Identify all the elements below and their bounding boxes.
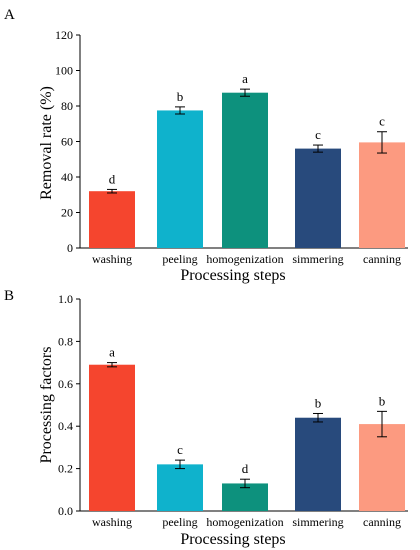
y-axis-title-a: Removal rate (%): [38, 86, 55, 200]
bar-washing: [89, 191, 135, 248]
panel-letter-a: A: [4, 7, 15, 23]
panel-b: B 0.0 0.2 0.4 0.6 0.8 1.0 a washing c peeling d hom…: [4, 288, 408, 548]
significance-letter-peeling: c: [177, 442, 183, 457]
significance-letter-simmering: b: [315, 395, 322, 410]
y-tick-label-a: 40: [61, 170, 73, 184]
y-tick-label-a: 80: [61, 99, 73, 113]
y-tick-label-b: 1.0: [58, 292, 73, 306]
x-axis-title-b: Processing steps: [180, 531, 285, 548]
bar-simmering: [295, 148, 341, 248]
category-label-peeling: peeling: [162, 252, 197, 266]
y-tick-label-a: 20: [61, 206, 73, 220]
panel-a: A 0 20 40 60 80 100 120 d washing b peeling a homoge…: [4, 7, 408, 284]
y-tick-label-b: 0.6: [58, 377, 73, 391]
bar-homogenization: [222, 92, 268, 248]
category-label-washing: washing: [92, 515, 132, 529]
y-tick-label-b: 0.0: [58, 504, 73, 518]
bar-peeling: [157, 464, 203, 511]
y-tick-label-a: 100: [55, 64, 73, 78]
significance-letter-washing: a: [109, 345, 115, 360]
category-label-canning: canning: [363, 515, 401, 529]
significance-letter-washing: d: [109, 171, 116, 186]
bar-canning: [359, 142, 405, 248]
panel-letter-b: B: [4, 288, 14, 304]
significance-letter-simmering: c: [315, 127, 321, 142]
y-tick-label-b: 0.4: [58, 419, 73, 433]
x-axis-title-a: Processing steps: [180, 267, 285, 284]
category-label-simmering: simmering: [292, 252, 343, 266]
y-tick-label-b: 0.2: [58, 462, 73, 476]
significance-letter-canning: b: [379, 393, 386, 408]
significance-letter-canning: c: [379, 114, 385, 129]
y-tick-label-a: 60: [61, 135, 73, 149]
plot-area-a: 0 20 40 60 80 100 120 d washing b peeling a homogeni…: [55, 28, 408, 266]
category-label-homogenization: homogenization: [206, 515, 283, 529]
plot-area-b: 0.0 0.2 0.4 0.6 0.8 1.0 a washing c peeling d homog…: [58, 292, 408, 529]
category-label-homogenization: homogenization: [206, 252, 283, 266]
category-label-peeling: peeling: [162, 515, 197, 529]
y-tick-label-a: 120: [55, 28, 73, 42]
category-label-simmering: simmering: [292, 515, 343, 529]
category-label-canning: canning: [363, 252, 401, 266]
y-tick-label-b: 0.8: [58, 334, 73, 348]
bar-simmering: [295, 417, 341, 511]
significance-letter-homogenization: a: [242, 71, 248, 86]
significance-letter-homogenization: d: [242, 461, 249, 476]
bar-washing: [89, 364, 135, 511]
category-label-washing: washing: [92, 252, 132, 266]
bar-peeling: [157, 110, 203, 248]
bar-canning: [359, 424, 405, 511]
significance-letter-peeling: b: [177, 89, 184, 104]
y-axis-title-b: Processing factors: [38, 347, 55, 464]
y-tick-label-a: 0: [67, 241, 73, 255]
